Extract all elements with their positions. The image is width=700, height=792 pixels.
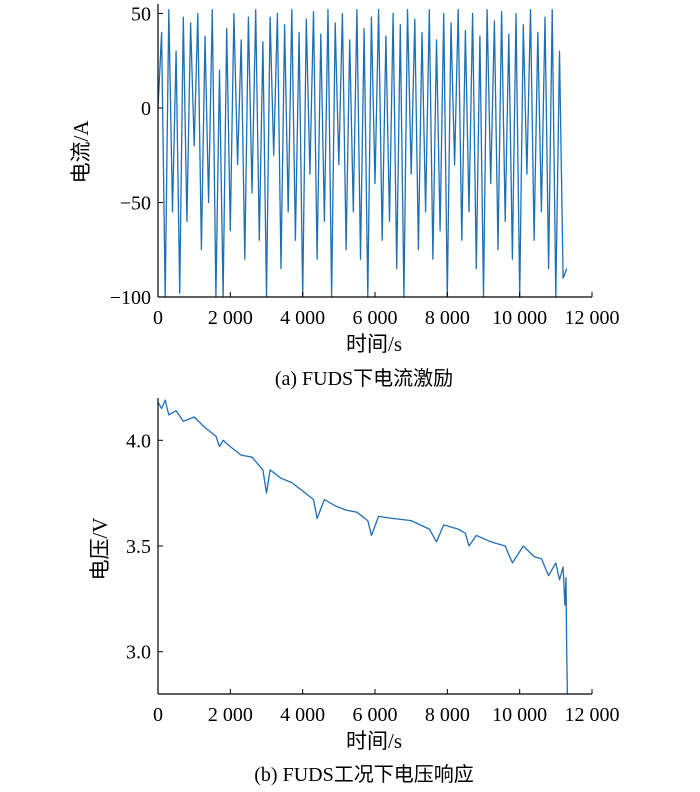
voltage-x-tick-label: 10 000 — [492, 704, 547, 726]
voltage-y-axis-title: 电压/V — [88, 518, 112, 581]
voltage-y-tick-label: 4.0 — [126, 430, 151, 452]
current-y-tick-label: 0 — [141, 98, 151, 120]
current-y-tick-label: −50 — [120, 192, 151, 214]
voltage-x-tick-label: 6 000 — [353, 704, 398, 726]
current-y-tick-label: −100 — [110, 287, 151, 309]
voltage-x-tick-label: 0 — [153, 704, 163, 726]
voltage-chart-caption: (b) FUDS工况下电压响应 — [254, 763, 473, 786]
current-x-tick-label: 0 — [153, 307, 163, 329]
current-x-tick-label: 2 000 — [208, 307, 253, 329]
current-x-tick-label: 4 000 — [280, 307, 325, 329]
current-x-tick-label: 12 000 — [565, 307, 620, 329]
voltage-x-tick-label: 2 000 — [208, 704, 253, 726]
current-chart-caption: (a) FUDS下电流激励 — [275, 367, 453, 390]
voltage-series-line-0 — [157, 399, 569, 695]
current-series-line-0 — [157, 9, 568, 298]
current-x-tick-label: 10 000 — [492, 307, 547, 329]
current-chart-panel: 电流/A 时间/s (a) FUDS下电流激励 0 2 000 4 000 6 000… — [69, 3, 620, 390]
voltage-x-tick-label: 4 000 — [280, 704, 325, 726]
voltage-x-axis-title: 时间/s — [346, 729, 402, 753]
current-x-axis-title: 时间/s — [346, 332, 402, 356]
voltage-chart-panel: 电压/V 时间/s (b) FUDS工况下电压响应 0 2 000 4 000 6 0… — [88, 398, 620, 786]
voltage-y-tick-label: 3.0 — [126, 642, 151, 664]
voltage-x-tick-label: 8 000 — [425, 704, 470, 726]
current-x-tick-label: 6 000 — [353, 307, 398, 329]
current-y-axis-title: 电流/A — [69, 120, 93, 184]
voltage-x-tick-label: 12 000 — [565, 704, 620, 726]
current-y-tick-label: 50 — [131, 3, 151, 25]
current-x-tick-label: 8 000 — [425, 307, 470, 329]
voltage-y-tick-label: 3.5 — [126, 536, 151, 558]
